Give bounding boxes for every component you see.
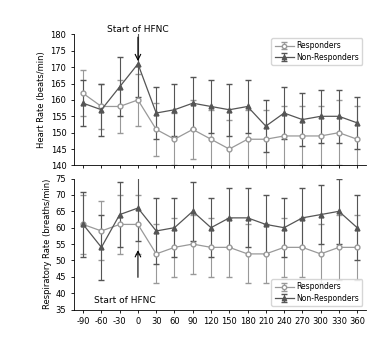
Legend: Responders, Non-Responders: Responders, Non-Responders	[272, 38, 363, 65]
Text: Start of HFNC: Start of HFNC	[94, 297, 155, 305]
Y-axis label: Respiratory Rate (breaths/min): Respiratory Rate (breaths/min)	[43, 179, 51, 309]
Text: Start of HFNC: Start of HFNC	[107, 25, 169, 34]
Y-axis label: Heart Rate (beats/min): Heart Rate (beats/min)	[37, 52, 46, 148]
Legend: Responders, Non-Responders: Responders, Non-Responders	[272, 279, 363, 306]
